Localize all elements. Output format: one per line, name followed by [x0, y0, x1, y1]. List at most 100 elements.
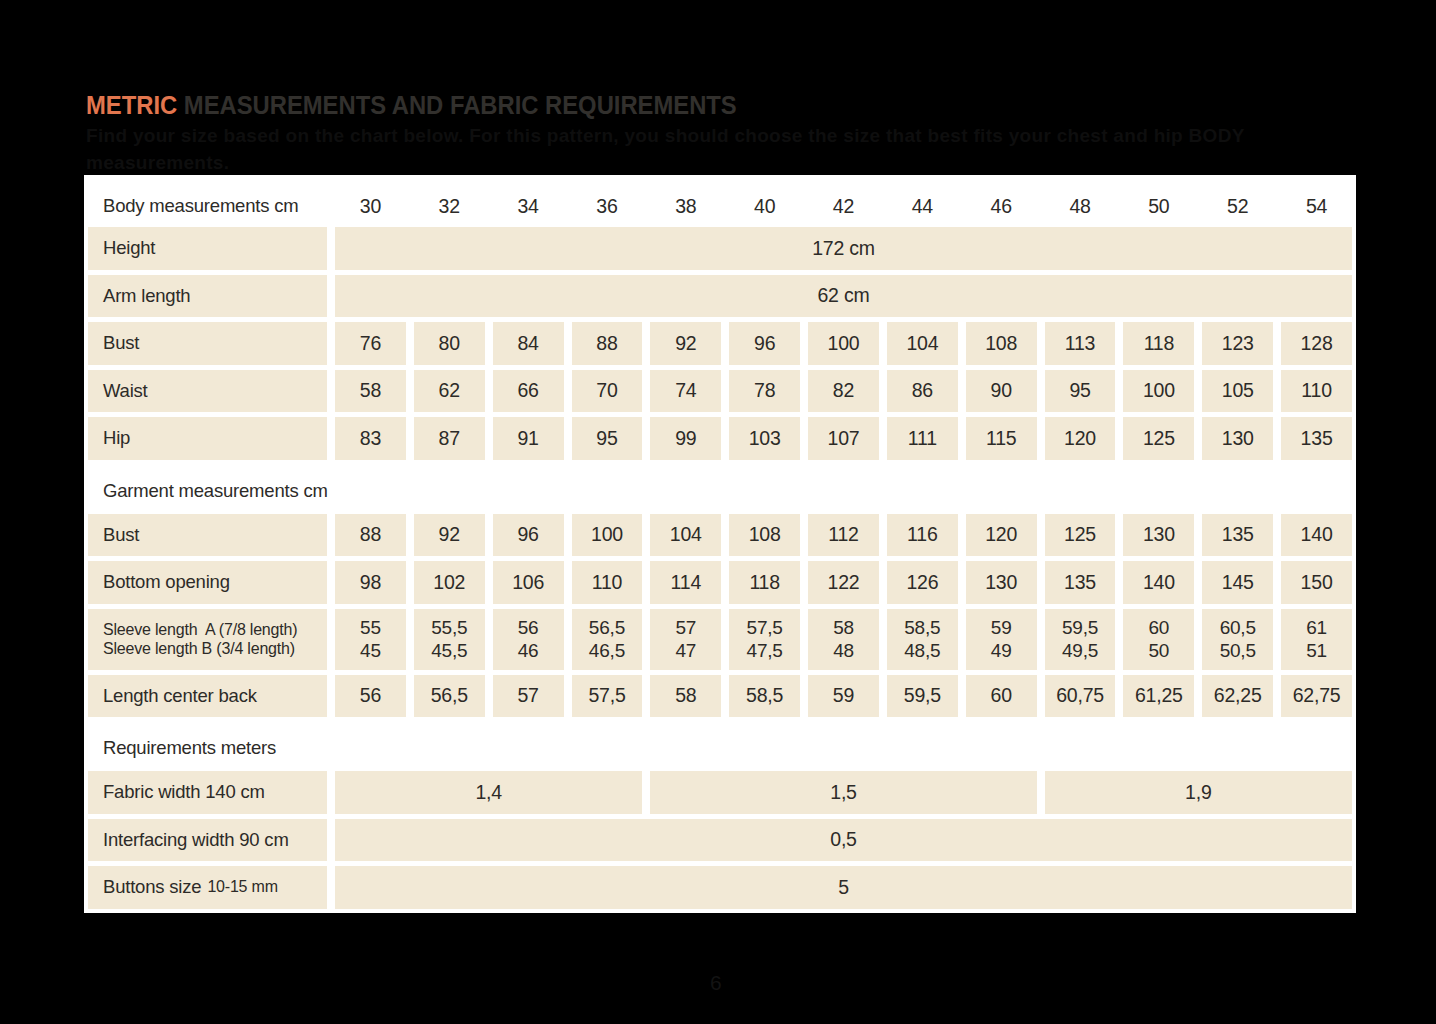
value-cell: 122 [808, 561, 879, 604]
value-cell: 82 [808, 370, 879, 413]
title-rest: MEASUREMENTS AND FABRIC REQUIREMENTS [177, 90, 737, 120]
value-cell: 130 [966, 561, 1037, 604]
value-cell: 86 [887, 370, 958, 413]
merged-value-cell: 1,5 [650, 771, 1036, 814]
value-cell: 130 [1123, 514, 1194, 557]
value-cell: 61,25 [1123, 675, 1194, 718]
row-label: Sleeve length A (7/8 length)Sleeve lengt… [88, 609, 327, 670]
table-row-bust: Bust889296100104108112116120125130135140 [88, 514, 1352, 557]
value-cell: 100 [1123, 370, 1194, 413]
value-cell: 84 [493, 322, 564, 365]
value-cell: 76 [335, 322, 406, 365]
value-b: 46,5 [589, 639, 625, 662]
title-accent: METRIC [86, 90, 177, 120]
size-column-header: 46 [966, 175, 1037, 222]
value-cell: 57 [493, 675, 564, 718]
row-label: Bottom opening [88, 561, 327, 604]
value-cell: 115 [966, 417, 1037, 460]
size-column-header: 42 [808, 175, 879, 222]
table-row-body-measurements-cm: Body measurements cm30323436384042444648… [88, 175, 1352, 222]
value-cell: 83 [335, 417, 406, 460]
value-cell: 104 [887, 322, 958, 365]
merged-value-cell: 0,5 [335, 819, 1352, 862]
row-label-line2: Sleeve length B (3/4 length) [103, 639, 295, 659]
size-column-header: 50 [1123, 175, 1194, 222]
measurements-table: Body measurements cm30323436384042444648… [84, 175, 1356, 913]
value-cell: 126 [887, 561, 958, 604]
value-a: 57 [675, 616, 696, 639]
size-column-header: 34 [493, 175, 564, 222]
value-cell: 70 [572, 370, 643, 413]
size-column-header: 52 [1202, 175, 1273, 222]
size-column-header: 54 [1281, 175, 1352, 222]
value-cell: 99 [650, 417, 721, 460]
value-cell: 74 [650, 370, 721, 413]
row-label: Waist [88, 370, 327, 413]
value-b: 45 [360, 639, 381, 662]
value-cell: 140 [1281, 514, 1352, 557]
value-cell: 59 [808, 675, 879, 718]
value-cell: 128 [1281, 322, 1352, 365]
value-cell: 58 [335, 370, 406, 413]
value-cell: 87 [414, 417, 485, 460]
merged-value-cell: 62 cm [335, 275, 1352, 318]
row-label-small: 10-15 mm [207, 878, 277, 896]
page-number: 6 [710, 971, 722, 995]
value-cell: 130 [1202, 417, 1273, 460]
value-cell: 100 [572, 514, 643, 557]
value-b: 47 [675, 639, 696, 662]
size-column-header: 44 [887, 175, 958, 222]
value-cell: 59,5 [887, 675, 958, 718]
table-row-arm-length: Arm length62 cm [88, 275, 1352, 318]
merged-value-cell: 172 cm [335, 227, 1352, 270]
row-label-line1: Sleeve length A (7/8 length) [103, 620, 297, 640]
value-cell: 125 [1123, 417, 1194, 460]
value-cell: 145 [1202, 561, 1273, 604]
value-b: 49 [991, 639, 1012, 662]
table-row-fabric-width-140-cm: Fabric width 140 cm1,41,51,9 [88, 771, 1352, 814]
value-cell: 106 [493, 561, 564, 604]
value-cell: 113 [1045, 322, 1116, 365]
size-column-header: 30 [335, 175, 406, 222]
table-row-waist: Waist58626670747882869095100105110 [88, 370, 1352, 413]
value-a: 60,5 [1220, 616, 1256, 639]
value-cell: 118 [1123, 322, 1194, 365]
value-a: 57,5 [747, 616, 783, 639]
value-b: 46 [518, 639, 539, 662]
value-cell: 135 [1202, 514, 1273, 557]
value-cell: 60,75 [1045, 675, 1116, 718]
value-cell: 108 [729, 514, 800, 557]
subtitle: Find your size based on the chart below.… [86, 123, 1436, 176]
value-cell: 120 [1045, 417, 1116, 460]
value-a: 58,5 [904, 616, 940, 639]
table-row-bust: Bust768084889296100104108113118123128 [88, 322, 1352, 365]
value-b: 48 [833, 639, 854, 662]
value-cell: 88 [572, 322, 643, 365]
value-cell: 56,546,5 [572, 609, 643, 670]
value-cell: 57,547,5 [729, 609, 800, 670]
table-row-bottom-opening: Bottom opening98102106110114118122126130… [88, 561, 1352, 604]
table-row-garment-measurements-cm: Garment measurements cm [88, 465, 1352, 509]
value-cell: 57,5 [572, 675, 643, 718]
value-cell: 60,550,5 [1202, 609, 1273, 670]
value-cell: 91 [493, 417, 564, 460]
size-column-header: 36 [572, 175, 643, 222]
row-label: Length center back [88, 675, 327, 718]
table-row-length-center-back: Length center back5656,55757,55858,55959… [88, 675, 1352, 718]
value-cell: 78 [729, 370, 800, 413]
value-cell: 116 [887, 514, 958, 557]
merged-value-cell: 5 [335, 866, 1352, 909]
value-cell: 58,5 [729, 675, 800, 718]
value-cell: 112 [808, 514, 879, 557]
size-column-header: 38 [650, 175, 721, 222]
row-label-main: Buttons size [103, 876, 201, 898]
value-cell: 90 [966, 370, 1037, 413]
value-cell: 62 [414, 370, 485, 413]
value-cell: 111 [887, 417, 958, 460]
value-cell: 102 [414, 561, 485, 604]
value-cell: 6050 [1123, 609, 1194, 670]
value-cell: 55,545,5 [414, 609, 485, 670]
value-cell: 100 [808, 322, 879, 365]
row-label: Bust [88, 514, 327, 557]
value-cell: 59,549,5 [1045, 609, 1116, 670]
